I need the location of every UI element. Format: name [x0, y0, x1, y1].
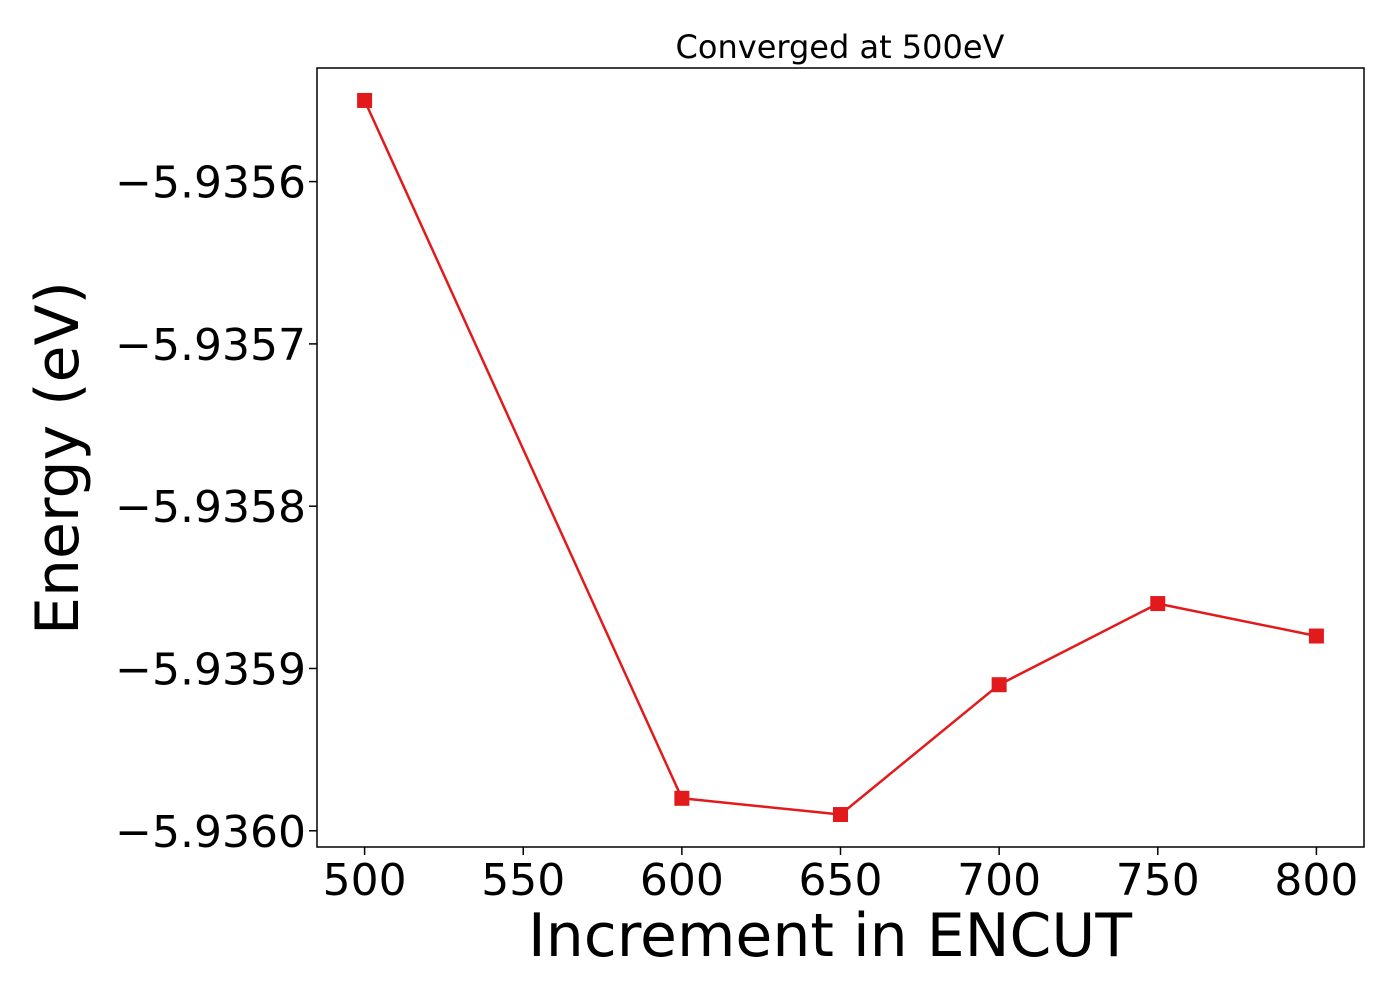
y-tick-label: −5.9356 — [115, 158, 306, 209]
x-tick-label: 600 — [640, 855, 724, 906]
x-tick-label: 500 — [323, 855, 407, 906]
data-point-marker — [1308, 628, 1324, 644]
chart-title: Converged at 500eV — [676, 28, 1005, 66]
data-point-marker — [833, 807, 848, 823]
y-tick-label: −5.9359 — [115, 644, 306, 695]
series-line — [363, 99, 1317, 816]
y-axis-ticks: −5.9356 −5.9357 −5.9358 −5.9359 −5.9360 — [115, 158, 317, 858]
y-tick-label: −5.9357 — [115, 320, 306, 371]
y-tick-label: −5.9358 — [115, 482, 306, 533]
series-layer — [357, 92, 1324, 823]
data-point-marker — [674, 790, 690, 806]
data-point-marker — [357, 92, 373, 108]
x-tick-label: 800 — [1274, 855, 1358, 906]
x-tick-label: 700 — [957, 855, 1041, 906]
data-point-marker — [991, 677, 1007, 693]
data-point-marker — [1150, 596, 1166, 612]
x-axis-ticks: 500 550 600 650 700 750 800 — [323, 847, 1358, 906]
plot-frame — [316, 67, 1365, 848]
x-tick-label: 750 — [1116, 855, 1200, 906]
x-tick-label: 650 — [799, 855, 883, 906]
x-tick-label: 550 — [481, 855, 565, 906]
y-tick-label: −5.9360 — [115, 807, 306, 858]
x-axis-label: Increment in ENCUT — [528, 901, 1132, 971]
y-axis-label: Energy (eV) — [23, 281, 93, 635]
